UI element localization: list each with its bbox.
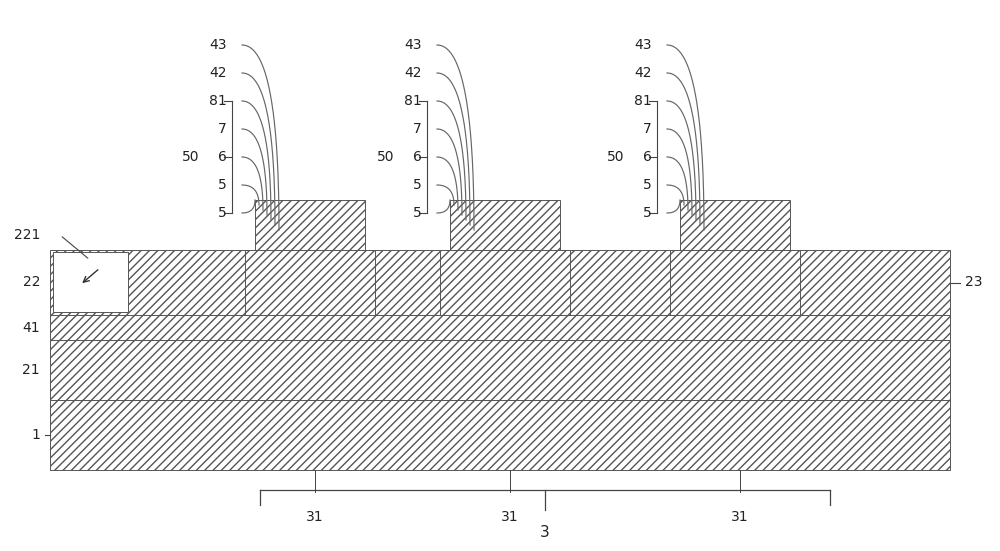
Text: 43: 43: [210, 38, 227, 52]
Text: 3: 3: [540, 525, 550, 540]
Text: 81: 81: [634, 94, 652, 108]
Text: 41: 41: [22, 321, 40, 334]
Bar: [50, 250, 950, 315]
Text: 6: 6: [218, 150, 227, 164]
Bar: [50, 400, 950, 470]
Bar: [670, 250, 800, 315]
Text: 31: 31: [731, 510, 749, 524]
Text: 7: 7: [218, 122, 227, 136]
Text: 7: 7: [643, 122, 652, 136]
Text: 5: 5: [218, 206, 227, 220]
Text: 23: 23: [965, 276, 982, 289]
Bar: [680, 200, 790, 250]
Bar: [450, 200, 560, 250]
Text: 81: 81: [209, 94, 227, 108]
Text: 1: 1: [31, 428, 40, 442]
Text: 5: 5: [643, 178, 652, 192]
Bar: [50, 315, 950, 340]
Text: 42: 42: [210, 66, 227, 80]
Text: 81: 81: [404, 94, 422, 108]
Text: 6: 6: [643, 150, 652, 164]
Text: 42: 42: [635, 66, 652, 80]
Text: 21: 21: [22, 363, 40, 377]
Bar: [245, 250, 375, 315]
Text: 43: 43: [404, 38, 422, 52]
Text: 31: 31: [306, 510, 324, 524]
Text: 50: 50: [376, 150, 394, 164]
Text: 7: 7: [413, 122, 422, 136]
Text: 5: 5: [218, 178, 227, 192]
Text: 22: 22: [22, 276, 40, 289]
Text: 31: 31: [501, 510, 519, 524]
Text: 50: 50: [182, 150, 199, 164]
Text: 5: 5: [413, 206, 422, 220]
Bar: [440, 250, 570, 315]
Bar: [50, 340, 950, 400]
Text: 221: 221: [14, 228, 40, 242]
Text: 5: 5: [643, 206, 652, 220]
Bar: [53, 252, 128, 312]
Text: 5: 5: [413, 178, 422, 192]
Text: 50: 50: [606, 150, 624, 164]
Bar: [255, 200, 365, 250]
Text: 43: 43: [635, 38, 652, 52]
Text: 6: 6: [413, 150, 422, 164]
Text: 42: 42: [404, 66, 422, 80]
